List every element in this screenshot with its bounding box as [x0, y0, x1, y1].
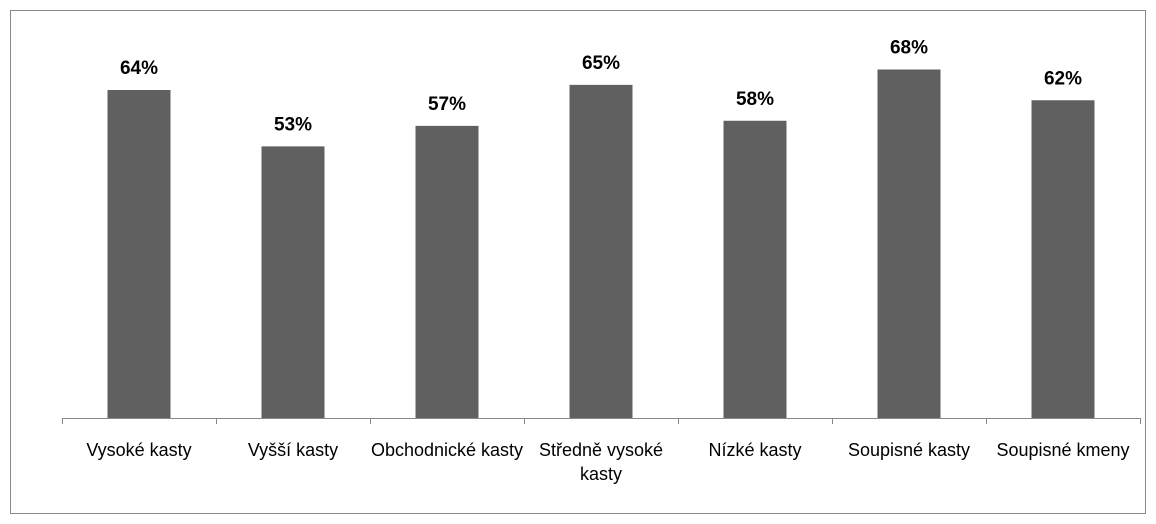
- x-tick-label: Nízké kasty: [708, 440, 802, 460]
- bar: [107, 90, 171, 418]
- bar: [415, 125, 479, 418]
- bar: [877, 69, 941, 418]
- value-label: 65%: [582, 53, 620, 74]
- bar: [261, 146, 325, 418]
- value-label: 57%: [428, 94, 466, 115]
- x-tick-label: Vysoké kasty: [86, 440, 192, 460]
- value-label: 62%: [1044, 68, 1082, 89]
- x-tick-label: Soupisné kmeny: [996, 440, 1130, 460]
- bar: [569, 84, 633, 418]
- x-tick-label: Vyšší kasty: [247, 440, 339, 460]
- x-tick-label: Obchodnické kasty: [370, 440, 524, 460]
- value-label: 58%: [736, 89, 774, 110]
- x-tick-label: Soupisné kasty: [847, 440, 971, 460]
- bar: [723, 120, 787, 418]
- value-label: 68%: [890, 38, 928, 59]
- x-tick-label: Středně vysoké kasty: [538, 440, 664, 484]
- bar: [1031, 100, 1095, 418]
- value-label: 53%: [274, 114, 312, 135]
- value-label: 64%: [120, 58, 158, 79]
